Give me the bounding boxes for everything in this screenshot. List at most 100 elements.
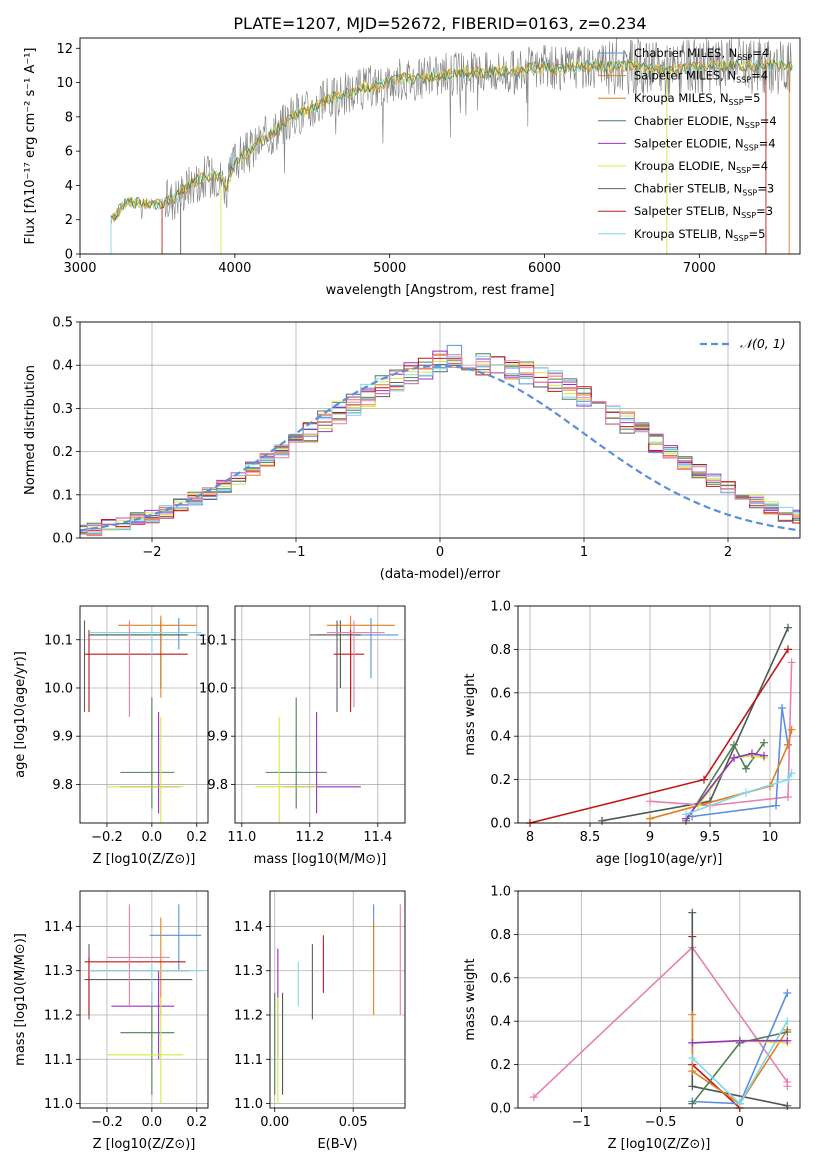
- x-axis-label: Z [log10(Z/Z⊙)]: [608, 1137, 711, 1152]
- legend-label: Salpeter MILES, NSSP=4: [634, 69, 768, 85]
- legend-count: =4: [752, 46, 769, 60]
- x-axis-label: (data-model)/error: [380, 567, 501, 582]
- weight-marker: [700, 775, 708, 784]
- x-tick-label: 1: [580, 545, 588, 560]
- x-axis-label: E(B-V): [317, 1137, 357, 1152]
- x-tick-label: 0.2: [186, 1115, 207, 1130]
- legend-label: Chabrier ELODIE, NSSP=4: [634, 114, 777, 130]
- x-tick-label: 7000: [683, 261, 716, 276]
- y-tick-label: 11.0: [234, 1097, 263, 1112]
- legend-count: =3: [757, 182, 774, 196]
- y-tick-label: 0.2: [52, 445, 73, 460]
- legend-subscript: SSP: [744, 143, 759, 152]
- weight-marker: [784, 740, 792, 749]
- legend-subscript: SSP: [742, 189, 757, 198]
- spectrum-model-line: [110, 58, 793, 222]
- y-tick-label: 0.3: [52, 402, 73, 417]
- y-tick-label: 10.1: [199, 633, 228, 648]
- y-axis-label: mass [log10(M/M⊙)]: [13, 933, 28, 1066]
- weight-line: [685, 772, 793, 816]
- legend-text: Salpeter MILES, N: [634, 69, 736, 83]
- weight-marker: [598, 816, 606, 825]
- y-tick-label: 0.8: [490, 643, 511, 658]
- weight-marker: [730, 740, 738, 749]
- y-tick-label: 11.1: [234, 1053, 263, 1068]
- x-tick-label: 4000: [218, 261, 251, 276]
- figure-title: PLATE=1207, MJD=52672, FIBERID=0163, z=0…: [233, 14, 646, 33]
- legend-subscript: SSP: [736, 166, 751, 175]
- y-tick-label: 11.4: [234, 920, 263, 935]
- y-tick-label: 0.0: [490, 1102, 511, 1117]
- weight-marker: [787, 658, 796, 667]
- y-tick-label: 0.1: [52, 488, 73, 503]
- weight-marker: [688, 1054, 697, 1063]
- axes: −0.2 0.0 0.2 9.8 9.9 10.0 10.1: [44, 606, 208, 845]
- weight-marker: [688, 1082, 697, 1091]
- x-tick-label: −2: [142, 545, 161, 560]
- y-tick-label: 9.9: [207, 730, 228, 745]
- y-tick-label: 8: [65, 110, 73, 125]
- x-tick-label: 0: [736, 1115, 744, 1130]
- weight-marker: [783, 1082, 792, 1091]
- weight-marker: [646, 797, 654, 806]
- axes: 0.00 0.05 11.0 11.1 11.2 11.3 11.4: [234, 891, 405, 1130]
- weight-marker: [748, 749, 756, 758]
- legend-label: Salpeter STELIB, NSSP=3: [634, 204, 773, 220]
- y-tick-label: 0: [65, 248, 73, 263]
- x-axis-label: Z [log10(Z/Z⊙)]: [93, 1137, 196, 1152]
- x-axis-label: Z [log10(Z/Z⊙)]: [93, 852, 196, 867]
- y-tick-label: 11.1: [44, 1053, 73, 1068]
- weight-marker: [760, 751, 768, 760]
- x-tick-label: 0: [436, 545, 444, 560]
- y-axis-label: Flux [fλ10⁻¹⁷ erg cm⁻² s⁻¹ A⁻¹]: [23, 48, 38, 245]
- legend-label: Salpeter ELODIE, NSSP=4: [634, 136, 776, 152]
- axes: −2 −1 0 1 2 0.0 0.1 0.2 0.3 0.4 0.5: [52, 316, 800, 560]
- legend-count: =4: [751, 69, 768, 83]
- y-tick-label: 0.0: [52, 532, 73, 547]
- y-axis-label: Normed distribution: [23, 365, 38, 495]
- weight-line: [601, 627, 789, 822]
- weight-marker: [784, 792, 792, 801]
- legend-text: Kroupa STELIB, N: [634, 227, 734, 241]
- weight-marker: [735, 1036, 744, 1045]
- y-tick-label: 11.2: [44, 1009, 73, 1024]
- plot-frame: [79, 890, 209, 1109]
- y-tick-label: 4: [65, 179, 73, 194]
- legend-subscript: SSP: [741, 211, 756, 220]
- weight-line: [649, 729, 793, 820]
- x-axis-label: wavelength [Angstrom, rest frame]: [326, 283, 555, 298]
- weight-marker: [784, 775, 792, 784]
- weight-marker: [688, 1099, 697, 1108]
- legend-count: =5: [749, 227, 766, 241]
- x-tick-label: 3000: [63, 261, 96, 276]
- legend-subscript: SSP: [734, 234, 749, 243]
- weight-marker: [646, 814, 654, 823]
- legend-text: Kroupa ELODIE, N: [634, 159, 736, 173]
- weight-marker: [787, 769, 796, 778]
- x-tick-label: −0.5: [645, 1115, 677, 1130]
- y-tick-label: 2: [65, 213, 73, 228]
- legend-subscript: SSP: [745, 121, 760, 130]
- x-tick-label: 5000: [373, 261, 406, 276]
- legend-label: Kroupa ELODIE, NSSP=4: [634, 159, 768, 175]
- plot-frame: [234, 605, 406, 824]
- y-tick-label: 0.4: [52, 359, 73, 374]
- y-tick-label: 11.3: [44, 964, 73, 979]
- legend-subscript: SSP: [737, 53, 752, 62]
- legend-text: Salpeter ELODIE, N: [634, 136, 744, 150]
- y-tick-label: 9.9: [52, 730, 73, 745]
- plot-frame: [79, 321, 801, 539]
- y-tick-label: 0.2: [490, 1058, 511, 1073]
- x-tick-label: 9.5: [700, 830, 721, 845]
- weight-marker: [688, 1067, 697, 1076]
- weight-marker: [688, 1038, 697, 1047]
- axes: −0.2 0.0 0.2 11.0 11.1 11.2 11.3 11.4: [44, 891, 208, 1130]
- x-tick-label: 11.0: [227, 830, 256, 845]
- y-tick-label: 1.0: [490, 600, 511, 615]
- x-tick-label: 0.0: [142, 1115, 163, 1130]
- weight-marker: [682, 810, 690, 819]
- weight-marker: [760, 738, 768, 747]
- y-tick-label: 0.2: [490, 773, 511, 788]
- y-tick-label: 12: [56, 42, 73, 57]
- y-axis-label: age [log10(age/yr)]: [13, 651, 28, 778]
